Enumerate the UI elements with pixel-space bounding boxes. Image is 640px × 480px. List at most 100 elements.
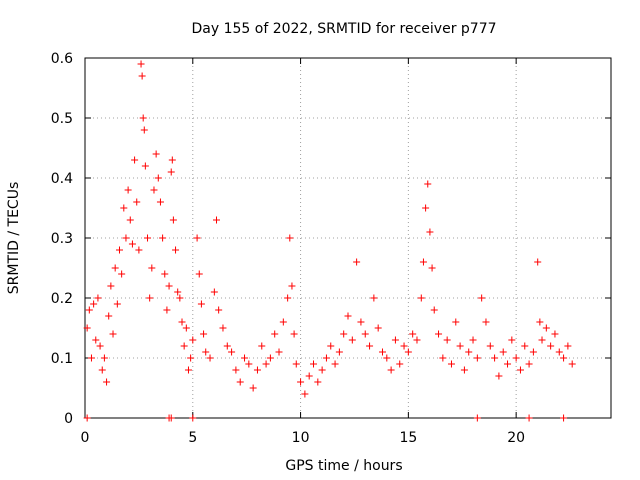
- data-point: [383, 354, 391, 362]
- data-point: [135, 246, 143, 254]
- data-point: [486, 342, 494, 350]
- data-point: [301, 390, 309, 398]
- data-point: [169, 216, 177, 224]
- data-point: [165, 282, 173, 290]
- data-point: [370, 294, 378, 302]
- data-point: [292, 360, 300, 368]
- data-point: [146, 294, 154, 302]
- x-tick-label: 0: [81, 430, 90, 446]
- data-point: [200, 330, 208, 338]
- data-point: [534, 258, 542, 266]
- data-point: [202, 348, 210, 356]
- data-point: [396, 360, 404, 368]
- data-point: [126, 216, 134, 224]
- data-point: [253, 366, 261, 374]
- data-point: [98, 366, 106, 374]
- data-point: [140, 126, 148, 134]
- plot-frame: [84, 57, 612, 419]
- data-point: [262, 360, 270, 368]
- data-point: [391, 336, 399, 344]
- data-point: [413, 336, 421, 344]
- data-point: [495, 372, 503, 380]
- y-tick-label: 0.1: [51, 351, 73, 367]
- data-point: [105, 312, 113, 320]
- data-point: [536, 318, 544, 326]
- data-point: [184, 366, 192, 374]
- data-point: [100, 354, 108, 362]
- data-point: [137, 60, 145, 68]
- data-point: [473, 414, 481, 422]
- data-point: [210, 288, 218, 296]
- data-point: [159, 234, 167, 242]
- data-point: [435, 330, 443, 338]
- data-point: [85, 306, 93, 314]
- data-point: [138, 72, 146, 80]
- data-point: [133, 198, 141, 206]
- x-axis-ticks: 0 5 10 15 20: [81, 58, 525, 446]
- data-point: [96, 342, 104, 350]
- data-point: [290, 330, 298, 338]
- data-point: [327, 342, 335, 350]
- data-point: [419, 258, 427, 266]
- data-point: [426, 228, 434, 236]
- data-point: [120, 204, 128, 212]
- data-point: [322, 354, 330, 362]
- data-point: [111, 264, 119, 272]
- data-point: [206, 354, 214, 362]
- data-point: [279, 318, 287, 326]
- data-point: [176, 294, 184, 302]
- data-point: [168, 156, 176, 164]
- data-point: [456, 342, 464, 350]
- data-point: [139, 114, 147, 122]
- data-point: [236, 378, 244, 386]
- data-point: [482, 318, 490, 326]
- data-point: [167, 168, 175, 176]
- data-point: [213, 216, 220, 224]
- data-point: [144, 234, 152, 242]
- data-point: [152, 150, 160, 158]
- data-point: [560, 414, 568, 422]
- data-point: [131, 156, 139, 164]
- data-point: [83, 414, 91, 422]
- data-point: [187, 354, 195, 362]
- data-point: [87, 354, 95, 362]
- data-point: [141, 162, 149, 170]
- data-point: [172, 246, 180, 254]
- data-point: [109, 330, 117, 338]
- data-points: [83, 60, 576, 422]
- data-point: [374, 324, 382, 332]
- data-point: [232, 366, 240, 374]
- data-point: [163, 306, 171, 314]
- data-point: [245, 360, 253, 368]
- data-point: [404, 348, 412, 356]
- data-point: [491, 354, 499, 362]
- data-point: [473, 354, 481, 362]
- data-point: [469, 336, 477, 344]
- data-point: [314, 378, 322, 386]
- data-point: [460, 366, 468, 374]
- data-point: [249, 384, 257, 392]
- y-tick-label: 0.6: [51, 51, 73, 67]
- data-point: [94, 294, 102, 302]
- data-point: [344, 312, 352, 320]
- y-tick-label: 0.2: [51, 291, 73, 307]
- data-point: [400, 342, 408, 350]
- data-point: [512, 354, 520, 362]
- data-point: [271, 330, 279, 338]
- data-point: [361, 330, 369, 338]
- data-point: [107, 282, 115, 290]
- data-point: [568, 360, 576, 368]
- data-point: [219, 324, 227, 332]
- data-point: [174, 288, 182, 296]
- y-axis-label: SRMTID / TECUs: [6, 182, 22, 295]
- data-point: [286, 234, 294, 242]
- data-point: [538, 336, 546, 344]
- y-tick-label: 0.5: [51, 111, 73, 127]
- data-point: [417, 294, 425, 302]
- data-point: [357, 318, 365, 326]
- y-tick-label: 0.3: [51, 231, 73, 247]
- data-point: [156, 198, 164, 206]
- data-point: [348, 336, 356, 344]
- x-tick-label: 10: [292, 430, 310, 446]
